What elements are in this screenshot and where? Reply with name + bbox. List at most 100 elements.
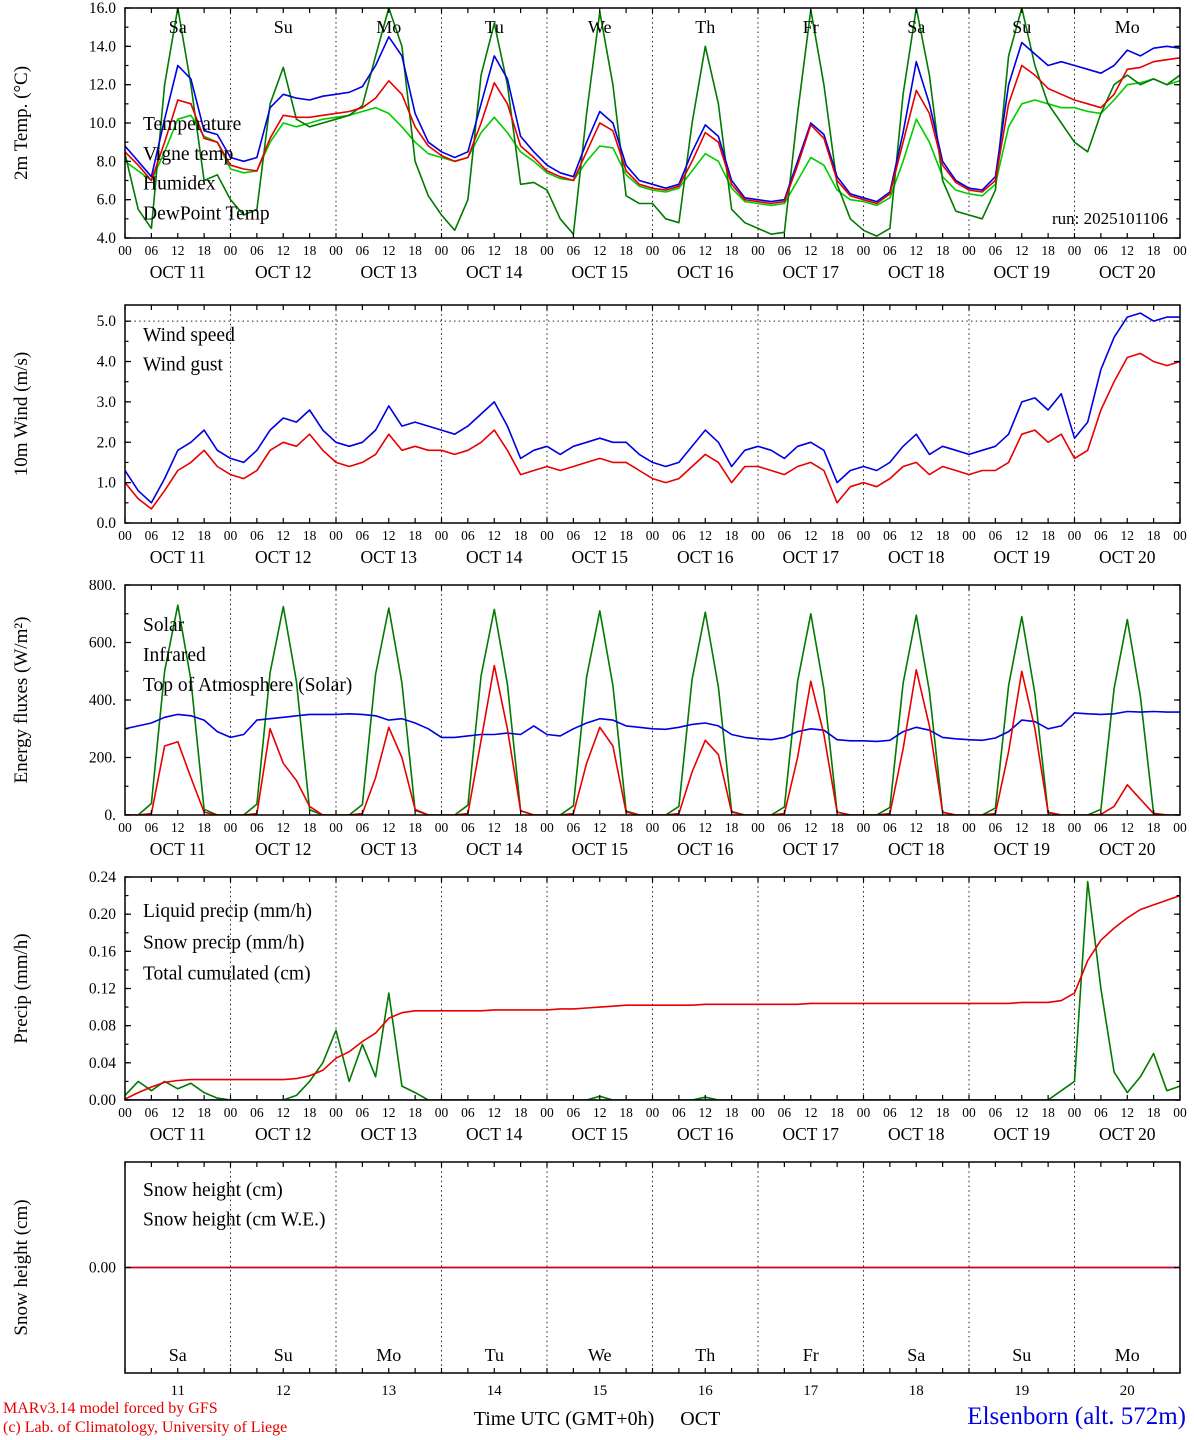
svg-text:18: 18 xyxy=(725,528,739,543)
svg-text:12: 12 xyxy=(1121,243,1135,258)
svg-text:OCT 12: OCT 12 xyxy=(255,262,312,282)
svg-text:00: 00 xyxy=(962,528,976,543)
time-axis-label: Time UTC (GMT+0h) OCT xyxy=(474,1408,721,1431)
svg-text:16: 16 xyxy=(698,1383,714,1399)
svg-text:OCT 12: OCT 12 xyxy=(255,839,312,859)
svg-text:Humidex: Humidex xyxy=(143,174,216,195)
svg-text:12: 12 xyxy=(171,820,185,835)
svg-text:DewPoint Temp: DewPoint Temp xyxy=(143,204,270,225)
svg-text:Sa: Sa xyxy=(907,17,925,37)
svg-text:12: 12 xyxy=(277,243,291,258)
panel-temperature: 4.0 6.0 8.0 10.0 12.0 14.0 16.0 2m Temp. (°C) Te… xyxy=(11,0,1187,282)
svg-text:2.0: 2.0 xyxy=(97,434,117,451)
svg-text:600.: 600. xyxy=(89,635,116,652)
svg-text:12: 12 xyxy=(1121,1105,1135,1120)
svg-text:OCT 16: OCT 16 xyxy=(677,839,734,859)
svg-text:OCT 16: OCT 16 xyxy=(677,547,734,567)
svg-text:06: 06 xyxy=(1094,528,1108,543)
svg-text:Snow height (cm): Snow height (cm) xyxy=(11,1199,32,1335)
svg-text:OCT 20: OCT 20 xyxy=(1099,1124,1156,1144)
svg-text:06: 06 xyxy=(883,820,897,835)
svg-text:18: 18 xyxy=(514,1105,528,1120)
svg-text:Su: Su xyxy=(1012,17,1031,37)
svg-text:OCT 14: OCT 14 xyxy=(466,839,523,859)
svg-text:12: 12 xyxy=(804,820,818,835)
svg-text:00: 00 xyxy=(857,243,871,258)
svg-text:OCT 12: OCT 12 xyxy=(255,547,312,567)
svg-text:OCT 20: OCT 20 xyxy=(1099,839,1156,859)
svg-text:12: 12 xyxy=(593,820,607,835)
svg-text:12: 12 xyxy=(699,1105,713,1120)
svg-text:00: 00 xyxy=(540,1105,554,1120)
svg-text:00: 00 xyxy=(329,820,343,835)
svg-text:OCT 15: OCT 15 xyxy=(571,1124,628,1144)
svg-text:06: 06 xyxy=(1094,820,1108,835)
svg-text:18: 18 xyxy=(936,243,950,258)
svg-text:Tu: Tu xyxy=(485,1345,504,1365)
svg-text:18: 18 xyxy=(909,1383,924,1399)
svg-text:0.12: 0.12 xyxy=(89,981,116,998)
svg-text:06: 06 xyxy=(778,820,792,835)
svg-text:18: 18 xyxy=(1041,820,1055,835)
svg-text:4.0: 4.0 xyxy=(97,354,117,371)
svg-text:06: 06 xyxy=(461,243,475,258)
svg-text:15: 15 xyxy=(592,1383,607,1399)
svg-text:OCT 18: OCT 18 xyxy=(888,262,945,282)
svg-text:OCT 14: OCT 14 xyxy=(466,1124,523,1144)
svg-text:06: 06 xyxy=(778,243,792,258)
svg-text:Snow precip (mm/h): Snow precip (mm/h) xyxy=(143,932,304,953)
svg-text:18: 18 xyxy=(514,528,528,543)
svg-text:00: 00 xyxy=(857,528,871,543)
svg-text:18: 18 xyxy=(197,528,211,543)
svg-text:18: 18 xyxy=(1147,243,1161,258)
svg-text:Su: Su xyxy=(1012,1345,1031,1365)
svg-text:OCT 13: OCT 13 xyxy=(360,262,417,282)
svg-text:06: 06 xyxy=(567,820,581,835)
svg-text:00: 00 xyxy=(540,528,554,543)
svg-text:12: 12 xyxy=(593,1105,607,1120)
svg-text:00: 00 xyxy=(646,820,660,835)
svg-text:18: 18 xyxy=(936,820,950,835)
svg-text:00: 00 xyxy=(224,1105,238,1120)
svg-text:06: 06 xyxy=(567,528,581,543)
panel-energy: 0. 200. 400. 600. 800. Energy fluxes (W/m²) So… xyxy=(11,580,1187,859)
svg-text:18: 18 xyxy=(408,528,422,543)
svg-text:18: 18 xyxy=(619,820,633,835)
svg-text:06: 06 xyxy=(883,243,897,258)
svg-text:18: 18 xyxy=(619,243,633,258)
svg-text:00: 00 xyxy=(329,528,343,543)
svg-text:00: 00 xyxy=(118,243,132,258)
svg-text:06: 06 xyxy=(883,528,897,543)
svg-text:OCT 13: OCT 13 xyxy=(360,839,417,859)
svg-text:00: 00 xyxy=(224,528,238,543)
panel-snow: 0.00 Snow height (cm) Snow height (cm) Snow… xyxy=(11,1161,1181,1399)
svg-text:06: 06 xyxy=(145,243,159,258)
svg-text:OCT 19: OCT 19 xyxy=(993,262,1050,282)
svg-text:12: 12 xyxy=(1015,820,1029,835)
svg-text:14.0: 14.0 xyxy=(89,38,116,55)
svg-text:00: 00 xyxy=(751,1105,765,1120)
svg-text:06: 06 xyxy=(989,528,1003,543)
svg-text:18: 18 xyxy=(1041,243,1055,258)
svg-text:18: 18 xyxy=(725,1105,739,1120)
svg-text:18: 18 xyxy=(303,528,317,543)
panel-precip: 0.00 0.04 0.08 0.12 0.16 0.20 0.24 Precip (mm/h… xyxy=(11,870,1187,1144)
svg-text:18: 18 xyxy=(514,243,528,258)
svg-text:18: 18 xyxy=(197,243,211,258)
svg-text:5.0: 5.0 xyxy=(97,313,117,330)
svg-text:Wind gust: Wind gust xyxy=(143,354,224,375)
svg-text:06: 06 xyxy=(356,1105,370,1120)
time-axis-text: Time UTC (GMT+0h) xyxy=(473,1408,655,1430)
svg-text:Vigne temp: Vigne temp xyxy=(143,144,233,165)
svg-text:00: 00 xyxy=(1068,820,1082,835)
svg-text:12: 12 xyxy=(910,1105,924,1120)
svg-text:00: 00 xyxy=(435,528,449,543)
svg-text:12: 12 xyxy=(382,528,396,543)
svg-text:0.20: 0.20 xyxy=(89,906,116,923)
svg-text:Liquid precip (mm/h): Liquid precip (mm/h) xyxy=(143,901,312,922)
credit-line-2: (c) Lab. of Climatology, University of L… xyxy=(3,1419,288,1436)
svg-text:00: 00 xyxy=(1173,528,1187,543)
svg-text:10.0: 10.0 xyxy=(89,115,116,132)
svg-text:18: 18 xyxy=(1041,1105,1055,1120)
